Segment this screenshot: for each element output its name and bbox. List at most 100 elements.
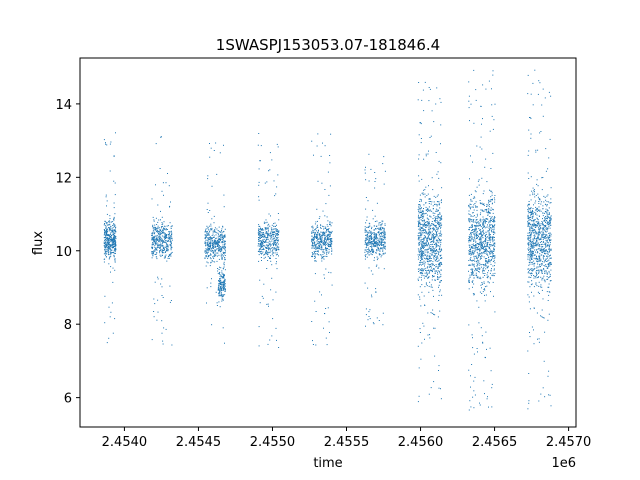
data-point [527, 294, 529, 296]
data-point [422, 229, 424, 231]
data-point [473, 274, 475, 276]
data-point [111, 238, 113, 240]
data-point [151, 237, 153, 239]
data-point [162, 229, 164, 231]
data-point [324, 215, 326, 217]
data-point [550, 215, 552, 217]
data-point [541, 246, 543, 248]
data-point [161, 286, 163, 288]
data-point [327, 237, 329, 239]
data-point [428, 87, 430, 88]
data-point [105, 238, 107, 240]
data-point [273, 238, 275, 240]
data-point [276, 224, 277, 226]
data-point [110, 255, 112, 257]
data-point [489, 250, 491, 252]
data-point [114, 269, 116, 271]
data-point [530, 257, 532, 259]
data-point [432, 212, 434, 214]
data-point [482, 216, 484, 218]
data-point [433, 236, 435, 238]
data-point [113, 243, 115, 245]
data-point [207, 257, 209, 259]
data-point [484, 225, 485, 227]
data-point [270, 248, 272, 249]
data-point [470, 239, 472, 241]
data-point [547, 210, 549, 212]
data-point [422, 224, 424, 226]
data-point [207, 202, 209, 204]
data-point [328, 252, 330, 254]
data-point [422, 223, 424, 225]
data-point [539, 82, 541, 84]
data-point [435, 250, 437, 252]
data-point [277, 235, 279, 237]
data-point [206, 287, 208, 289]
data-point [470, 232, 472, 234]
data-point [438, 259, 440, 261]
data-point [480, 202, 481, 204]
data-point [160, 234, 162, 236]
data-point [489, 272, 491, 274]
data-point [418, 395, 420, 397]
data-point [547, 224, 549, 226]
data-point [261, 242, 263, 244]
data-point [366, 246, 368, 248]
data-point [537, 242, 539, 244]
data-point [441, 218, 443, 220]
data-point [376, 225, 377, 227]
data-point [468, 288, 470, 290]
data-point [483, 250, 485, 252]
data-point [215, 237, 217, 239]
data-point [331, 232, 333, 234]
data-point [418, 175, 420, 177]
data-point [419, 254, 421, 256]
data-point [374, 215, 376, 217]
data-point [433, 381, 435, 383]
data-point [494, 272, 496, 274]
data-point [258, 345, 260, 347]
data-point [380, 256, 382, 258]
data-point [224, 244, 226, 246]
data-point [319, 216, 321, 218]
data-point [324, 236, 326, 238]
data-point [541, 271, 543, 273]
data-point [206, 231, 208, 232]
data-point [164, 236, 166, 238]
data-point [164, 226, 166, 228]
data-point [114, 182, 116, 184]
data-point [426, 272, 428, 274]
data-point [431, 270, 433, 271]
data-point [530, 207, 532, 209]
data-point [365, 208, 367, 210]
data-point [315, 228, 317, 229]
data-point [419, 204, 421, 206]
data-point [543, 195, 545, 197]
data-point [482, 234, 483, 236]
data-point [276, 229, 278, 231]
data-point [418, 154, 420, 156]
data-point [113, 207, 115, 209]
data-point [206, 253, 208, 255]
data-point [546, 214, 548, 216]
data-point [384, 238, 386, 240]
data-point [432, 234, 434, 236]
data-point [265, 239, 267, 241]
data-point [315, 247, 317, 248]
data-point [161, 245, 163, 247]
data-point [494, 103, 496, 105]
data-point [266, 247, 268, 249]
data-point [535, 276, 537, 278]
data-point [494, 311, 496, 313]
data-point [377, 240, 379, 242]
data-point [544, 250, 546, 252]
data-point [113, 223, 115, 225]
data-point [211, 237, 213, 239]
data-point [376, 246, 378, 248]
data-point [376, 244, 378, 245]
data-point [493, 260, 495, 262]
data-point [366, 236, 368, 237]
data-point [274, 248, 276, 249]
data-point [431, 231, 433, 233]
data-point [417, 220, 419, 222]
